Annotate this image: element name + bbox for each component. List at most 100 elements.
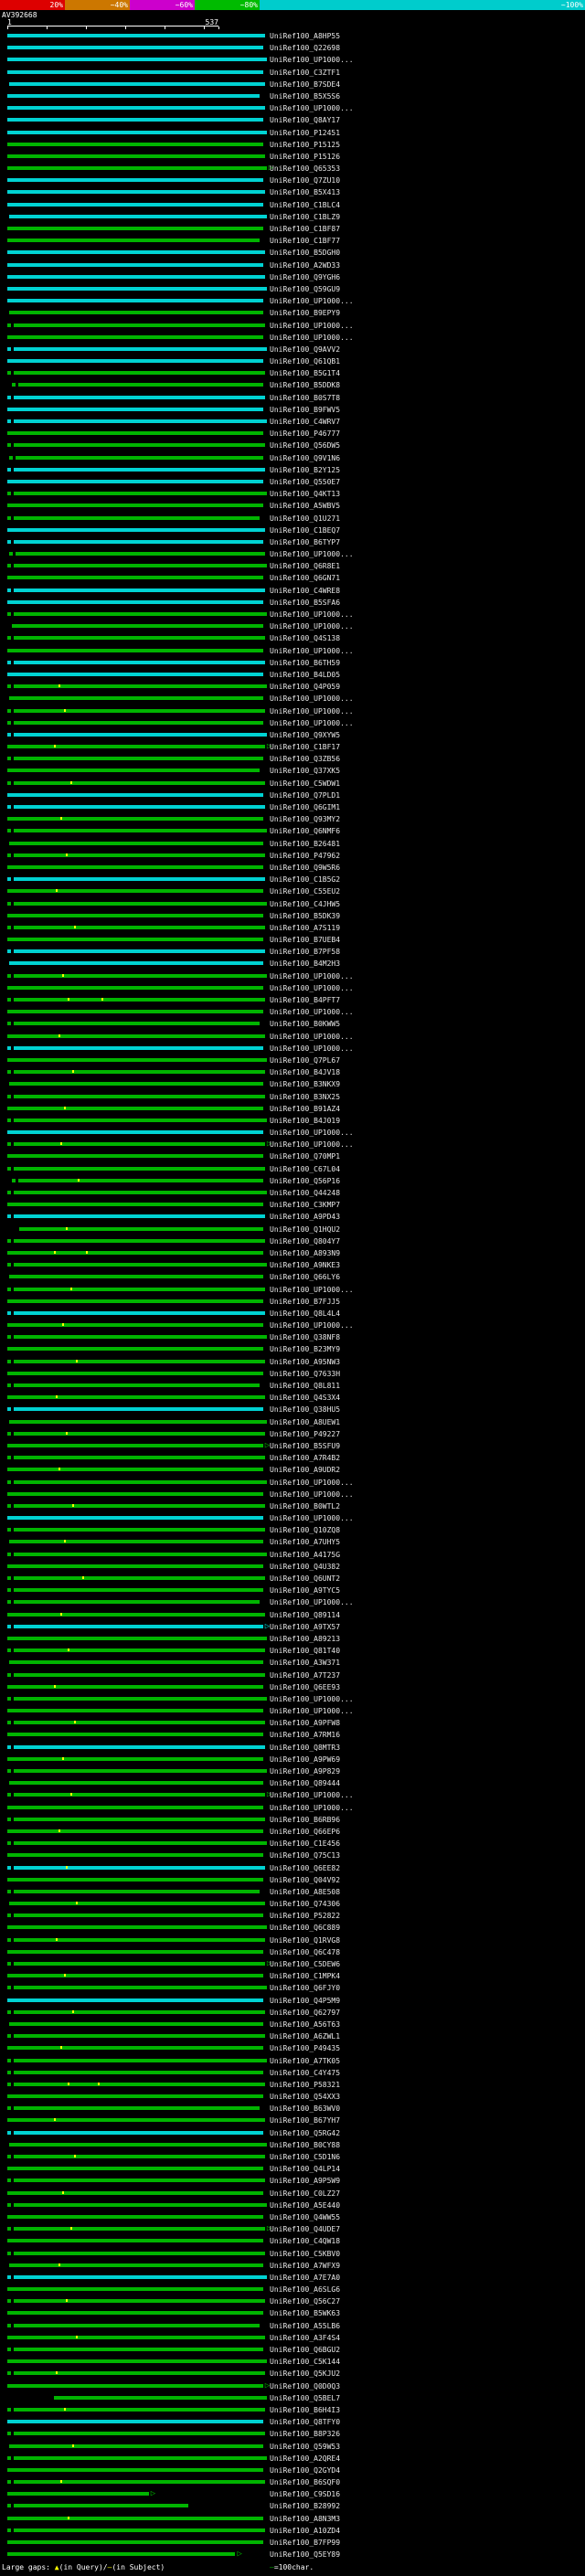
hit-row[interactable]: UniRef100_Q38HU5 [0,1404,585,1415]
hit-row[interactable]: UniRef100_A4175G [0,1549,585,1561]
hit-row[interactable]: UniRef100_C3ZTF1 [0,67,585,79]
hit-row[interactable]: UniRef100_A7R4B2 [0,1452,585,1464]
hit-row[interactable]: UniRef100_B0CY88 [0,2139,585,2151]
hit-row[interactable]: ▷ UniRef100_UP1000... [0,1139,585,1150]
hit-row[interactable]: UniRef100_A9P5W9 [0,2175,585,2187]
hit-row[interactable]: UniRef100_Q89114 [0,1609,585,1621]
hit-row[interactable]: UniRef100_Q9W5R6 [0,862,585,874]
hit-row[interactable]: UniRef100_UP1000... [0,1006,585,1018]
hit-row[interactable]: UniRef100_Q4S3X4 [0,1392,585,1404]
hit-row[interactable]: UniRef100_B5X5S6 [0,90,585,102]
hit-row[interactable]: UniRef100_Q38NF8 [0,1331,585,1343]
hit-row[interactable]: UniRef100_C5K144 [0,2356,585,2368]
hit-row[interactable]: UniRef100_P58321 [0,2079,585,2091]
hit-row[interactable]: UniRef100_B9EPY9 [0,307,585,319]
hit-row[interactable]: UniRef100_Q7633H [0,1368,585,1380]
hit-row[interactable]: UniRef100_UP1000... [0,548,585,560]
hit-row[interactable]: UniRef100_Q9V1N6 [0,452,585,464]
hit-row[interactable]: UniRef100_Q6BGU2 [0,2344,585,2356]
hit-row[interactable]: UniRef100_UP1000... [0,970,585,982]
hit-row[interactable]: UniRef100_Q93MY2 [0,813,585,825]
hit-row[interactable]: UniRef100_UP1000... [0,1596,585,1608]
hit-row[interactable]: UniRef100_B7UEB4 [0,934,585,946]
hit-row[interactable]: UniRef100_Q1U271 [0,513,585,525]
hit-row[interactable]: UniRef100_B4JV18 [0,1066,585,1078]
hit-row[interactable]: UniRef100_A8UEW1 [0,1416,585,1428]
hit-row[interactable]: UniRef100_Q4S138 [0,632,585,644]
hit-row[interactable]: UniRef100_C1BF77 [0,235,585,247]
hit-row[interactable]: UniRef100_C3KMP7 [0,1199,585,1211]
hit-row[interactable]: ▷ UniRef100_B5SFU9 [0,1440,585,1452]
hit-row[interactable]: UniRef100_C1BLC4 [0,199,585,211]
hit-row[interactable]: UniRef100_UP1000... [0,1284,585,1296]
hit-row[interactable]: UniRef100_Q44248 [0,1187,585,1199]
hit-row[interactable]: UniRef100_A2QRE4 [0,2453,585,2465]
hit-row[interactable]: UniRef100_A8N3M3 [0,2513,585,2525]
hit-row[interactable]: UniRef100_B26481 [0,838,585,850]
hit-row[interactable]: UniRef100_A2WD33 [0,260,585,271]
hit-row[interactable]: UniRef100_A7E7A0 [0,2272,585,2284]
hit-row[interactable]: UniRef100_UP1000... [0,717,585,729]
hit-row[interactable]: UniRef100_B4M2H3 [0,958,585,970]
hit-row[interactable]: UniRef100_B5SFA6 [0,597,585,609]
hit-row[interactable]: UniRef100_UP1000... [0,982,585,994]
hit-row[interactable]: UniRef100_UP1000... [0,54,585,66]
hit-row[interactable]: UniRef100_Q804Y7 [0,1235,585,1247]
hit-row[interactable]: UniRef100_C4Y475 [0,2067,585,2079]
hit-row[interactable]: UniRef100_UP1000... [0,1127,585,1139]
hit-row[interactable]: UniRef100_A893N9 [0,1247,585,1259]
hit-row[interactable]: UniRef100_A8E508 [0,1886,585,1898]
hit-row[interactable]: UniRef100_UP1000... [0,1320,585,1331]
hit-row[interactable]: ▷ UniRef100_Q0D0Q3 [0,2380,585,2392]
hit-row[interactable]: UniRef100_B63WV0 [0,2103,585,2115]
hit-row[interactable]: UniRef100_Q4KT13 [0,488,585,500]
hit-row[interactable]: UniRef100_B2Y125 [0,464,585,476]
hit-row[interactable]: UniRef100_Q9YGH6 [0,271,585,283]
hit-row[interactable]: UniRef100_B0S7T8 [0,392,585,404]
hit-row[interactable]: UniRef100_Q6GIM1 [0,801,585,813]
hit-row[interactable]: UniRef100_C1BLZ9 [0,211,585,223]
hit-row[interactable]: UniRef100_Q4U382 [0,1561,585,1573]
hit-row[interactable]: ▷ UniRef100_A9TX57 [0,1621,585,1633]
hit-row[interactable]: UniRef100_B0WTL2 [0,1500,585,1512]
hit-row[interactable]: UniRef100_UP1000... [0,620,585,632]
hit-row[interactable]: UniRef100_B91AZ4 [0,1103,585,1115]
hit-row[interactable]: ▷ UniRef100_Q5EY89 [0,2549,585,2560]
hit-row[interactable]: UniRef100_Q5RG42 [0,2127,585,2139]
hit-row[interactable]: UniRef100_B5DDK8 [0,379,585,391]
hit-row[interactable]: UniRef100_A89213 [0,1633,585,1645]
hit-row[interactable]: UniRef100_P46777 [0,428,585,440]
hit-row[interactable]: UniRef100_A7WFX9 [0,2260,585,2272]
hit-row[interactable]: UniRef100_B6TH59 [0,657,585,669]
hit-row[interactable]: UniRef100_A9TYC5 [0,1585,585,1596]
hit-row[interactable]: UniRef100_A10ZD4 [0,2525,585,2537]
hit-row[interactable]: ▷ UniRef100_Q4UDE7 [0,2223,585,2235]
hit-row[interactable]: UniRef100_A8HP55 [0,30,585,42]
hit-row[interactable]: UniRef100_A3F4S4 [0,2332,585,2344]
hit-row[interactable]: UniRef100_A95NW3 [0,1356,585,1368]
hit-row[interactable]: UniRef100_Q4P059 [0,681,585,693]
hit-row[interactable]: UniRef100_Q9AVV2 [0,344,585,355]
hit-row[interactable]: UniRef100_B3NX25 [0,1091,585,1103]
hit-row[interactable]: UniRef100_B8P326 [0,2428,585,2440]
hit-row[interactable]: UniRef100_C4QW18 [0,2235,585,2247]
hit-row[interactable]: ▷ UniRef100_C1BF17 [0,741,585,753]
hit-row[interactable]: UniRef100_Q6EE93 [0,1681,585,1693]
hit-row[interactable]: UniRef100_C4WRE8 [0,585,585,597]
hit-row[interactable]: UniRef100_Q6FJY0 [0,1982,585,1994]
hit-row[interactable]: UniRef100_A5WBV5 [0,500,585,512]
hit-row[interactable]: UniRef100_Q6NMF6 [0,825,585,837]
hit-row[interactable]: UniRef100_A55LB6 [0,2320,585,2332]
hit-row[interactable]: UniRef100_B3NKX9 [0,1078,585,1090]
hit-row[interactable]: UniRef100_Q8AY17 [0,114,585,126]
hit-row[interactable]: UniRef100_C1BF87 [0,223,585,235]
hit-row[interactable]: UniRef100_Q6UNT2 [0,1573,585,1585]
hit-row[interactable]: UniRef100_C1E456 [0,1838,585,1850]
hit-row[interactable]: UniRef100_P52822 [0,1910,585,1922]
hit-row[interactable]: UniRef100_Q62797 [0,2007,585,2019]
hit-row[interactable]: UniRef100_Q10ZQ8 [0,1524,585,1536]
hit-row[interactable]: UniRef100_UP1000... [0,645,585,657]
hit-row[interactable]: UniRef100_B4LD05 [0,669,585,681]
hit-row[interactable]: UniRef100_C5KBV0 [0,2248,585,2260]
hit-row[interactable]: UniRef100_Q9XYW5 [0,729,585,741]
